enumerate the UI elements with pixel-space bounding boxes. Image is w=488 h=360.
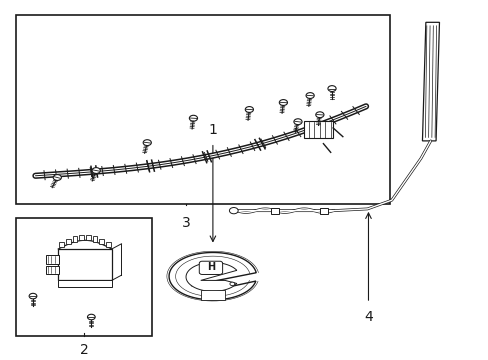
Polygon shape <box>169 252 256 300</box>
Text: 4: 4 <box>364 310 372 324</box>
Circle shape <box>87 314 95 320</box>
Bar <box>201 290 224 300</box>
FancyBboxPatch shape <box>199 261 222 274</box>
Bar <box>46 255 59 264</box>
Bar <box>16 15 389 204</box>
Circle shape <box>293 119 302 125</box>
Bar <box>304 121 332 138</box>
Bar <box>59 242 64 247</box>
Circle shape <box>189 115 197 121</box>
Text: H: H <box>206 262 215 273</box>
Circle shape <box>229 207 238 214</box>
Text: 3: 3 <box>182 216 190 230</box>
Bar <box>271 208 279 214</box>
Bar <box>319 208 327 214</box>
Circle shape <box>245 107 253 112</box>
Polygon shape <box>185 262 236 291</box>
Bar <box>93 236 97 242</box>
Circle shape <box>92 168 100 174</box>
Circle shape <box>315 112 323 118</box>
Bar <box>99 239 104 244</box>
Bar <box>58 249 112 280</box>
Text: 2: 2 <box>80 343 88 357</box>
Bar <box>106 242 110 247</box>
Bar <box>16 218 152 336</box>
Circle shape <box>305 93 314 99</box>
Polygon shape <box>422 22 439 141</box>
Bar <box>58 280 112 287</box>
Circle shape <box>229 282 234 285</box>
Circle shape <box>279 100 287 105</box>
Bar <box>86 235 90 240</box>
Circle shape <box>53 175 61 180</box>
Bar <box>66 239 70 244</box>
Text: 1: 1 <box>208 123 217 138</box>
Bar <box>79 235 84 240</box>
Bar <box>46 266 59 274</box>
Bar <box>73 236 77 242</box>
Circle shape <box>29 293 37 299</box>
Circle shape <box>327 86 335 91</box>
Circle shape <box>143 140 151 145</box>
